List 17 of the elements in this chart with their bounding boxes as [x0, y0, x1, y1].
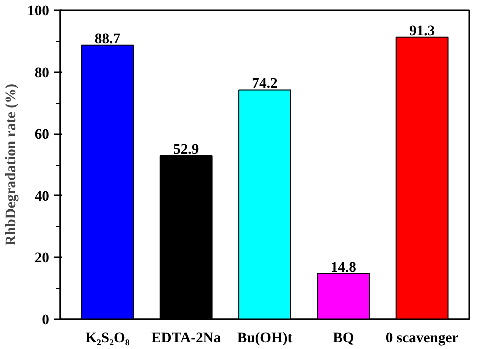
y-tick-label: 60	[34, 127, 50, 144]
data-label: 52.9	[174, 142, 200, 158]
data-label: 74.2	[252, 76, 278, 92]
x-tick-label: EDTA-2Na	[151, 330, 222, 346]
data-label: 88.7	[94, 31, 121, 48]
y-tick-label: 40	[34, 188, 50, 205]
y-tick-label: 80	[34, 65, 50, 82]
data-label: 91.3	[409, 23, 436, 40]
data-label: 14.8	[330, 260, 356, 276]
x-tick-label: Bu(OH)t	[237, 330, 293, 346]
x-tick-label: K₂S₂O₈	[86, 330, 130, 346]
x-tick-label: 0 scavenger	[386, 330, 460, 346]
y-tick-label: 100	[28, 4, 50, 20]
y-tick-label: 0	[42, 312, 50, 328]
y-tick-label: 20	[34, 250, 50, 267]
x-tick-label: BQ	[333, 330, 354, 346]
y-axis-title: RhbDegradation rate (%)	[4, 84, 20, 246]
